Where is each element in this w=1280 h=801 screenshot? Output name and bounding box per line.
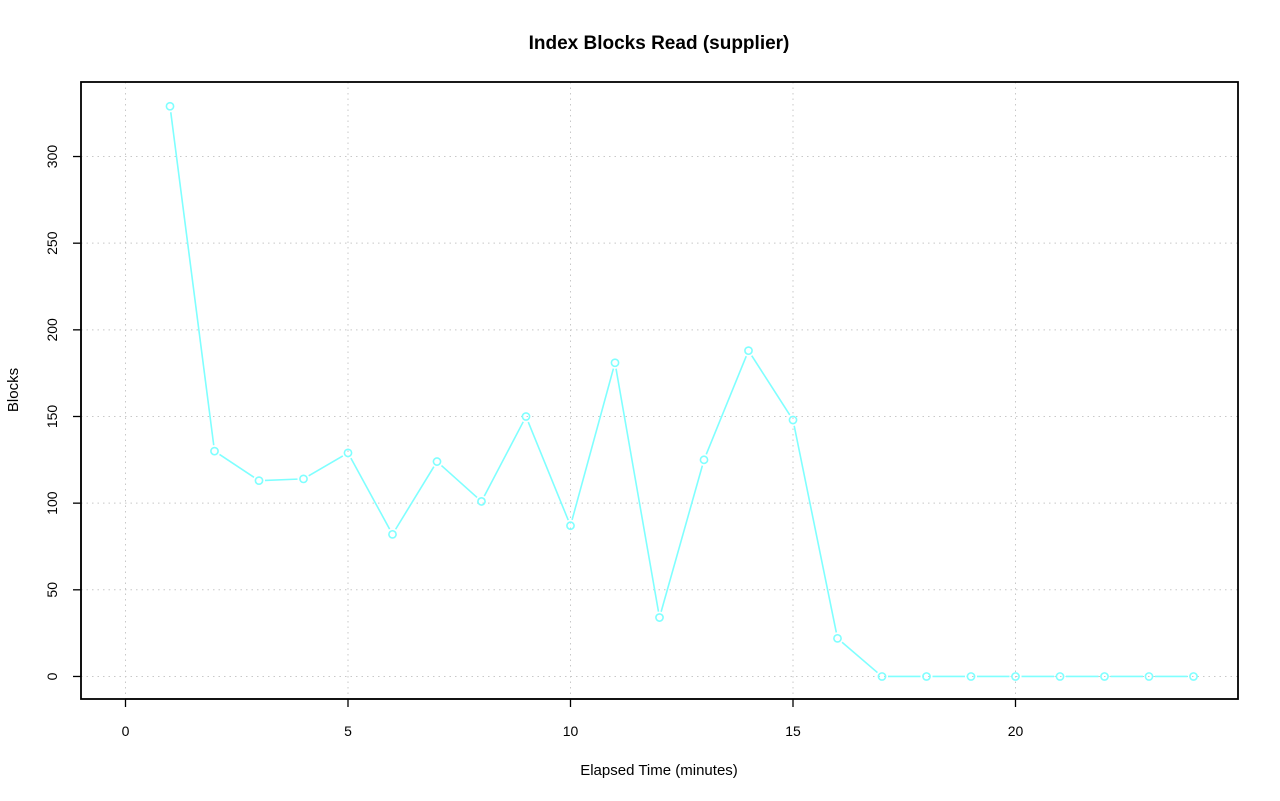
x-tick-label-1: 5 <box>344 723 352 739</box>
series-0-point-8 <box>521 412 531 421</box>
y-tick-label-3: 150 <box>44 405 60 429</box>
series-0-segment-3 <box>308 455 344 477</box>
grid <box>81 82 1238 699</box>
series-0-point-15 <box>833 633 842 643</box>
series-0-segment-2 <box>264 478 298 482</box>
series-layer <box>165 101 1198 681</box>
series-0-point-13 <box>744 346 753 356</box>
series-0-point-20 <box>1055 672 1065 681</box>
series-0-segment-15 <box>841 641 878 674</box>
series-0-point-10 <box>610 358 620 368</box>
series-0-point-16 <box>877 672 887 681</box>
y-tick-label-1: 50 <box>44 582 60 598</box>
y-axis-label: Blocks <box>5 368 22 412</box>
series-0-segment-11 <box>660 465 704 612</box>
series-0-point-17 <box>922 672 931 681</box>
series-0-point-11 <box>655 613 664 622</box>
series-0-point-4 <box>343 448 353 458</box>
x-axis: 0 5 10 15 20 <box>122 698 1024 739</box>
series-0-point-2 <box>254 476 264 486</box>
series-0-point-1 <box>210 446 219 456</box>
y-axis: 0 50 100 150 200 250 300 <box>44 145 82 680</box>
series-0-segment-10 <box>615 368 660 612</box>
series-0-point-19 <box>1011 672 1020 681</box>
series-0-segment-8 <box>527 421 569 521</box>
series-0-point-7 <box>477 497 486 506</box>
series-0-point-23 <box>1189 672 1198 681</box>
y-tick-label-2: 100 <box>44 491 60 515</box>
y-tick-label-0: 0 <box>44 672 60 680</box>
series-0-segment-13 <box>751 355 791 416</box>
series-0-point-21 <box>1100 672 1109 681</box>
x-tick-label-2: 10 <box>563 723 579 739</box>
series-0-segment-12 <box>705 355 747 455</box>
series-0-segment-4 <box>350 457 391 530</box>
series-0-point-14 <box>788 415 798 425</box>
series-0-point-5 <box>388 529 397 539</box>
series-0-segment-7 <box>483 421 524 497</box>
series-0-point-22 <box>1144 672 1154 681</box>
series-0-segment-1 <box>219 453 255 478</box>
series-0-segment-9 <box>571 368 615 521</box>
series-0-point-9 <box>566 521 575 531</box>
y-tick-label-5: 250 <box>44 231 60 255</box>
series-0-point-18 <box>966 672 976 681</box>
chart-title: Index Blocks Read (supplier) <box>529 33 790 54</box>
y-tick-label-6: 300 <box>44 145 60 169</box>
y-tick-label-4: 200 <box>44 318 60 342</box>
x-axis-label: Elapsed Time (minutes) <box>580 762 738 779</box>
series-0-point-12 <box>699 455 709 465</box>
x-tick-label-3: 15 <box>785 723 801 739</box>
series-0-point-0 <box>165 101 175 111</box>
x-tick-label-0: 0 <box>122 723 130 739</box>
series-0-segment-0 <box>169 112 215 446</box>
x-tick-label-4: 20 <box>1008 723 1024 739</box>
series-0-segment-6 <box>440 464 478 499</box>
series-0-segment-5 <box>394 466 435 530</box>
plot-frame <box>80 81 1239 700</box>
series-0-point-6 <box>432 457 442 466</box>
series-0-point-3 <box>299 474 308 484</box>
series-0-segment-14 <box>793 425 838 633</box>
